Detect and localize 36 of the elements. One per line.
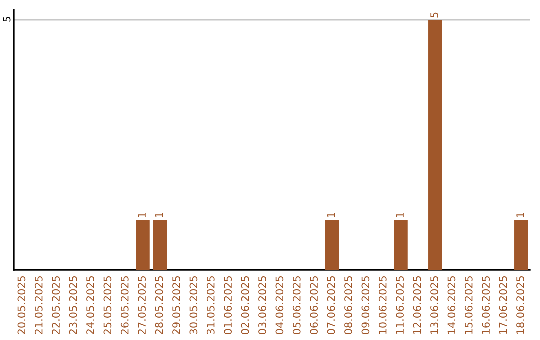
data-label: 1 xyxy=(516,212,524,218)
x-tick-label: 29.05.2025 xyxy=(172,276,180,334)
data-label: 1 xyxy=(327,212,336,218)
x-tick-label: 13.06.2025 xyxy=(430,276,438,334)
x-tick-label: 17.06.2025 xyxy=(499,276,508,334)
x-tick-label: 15.06.2025 xyxy=(464,276,473,334)
x-tick-label: 01.06.2025 xyxy=(224,276,232,335)
x-tick-label: 16.06.2025 xyxy=(482,276,490,334)
data-label: 1 xyxy=(155,212,164,218)
x-tick-label: 06.06.2025 xyxy=(310,276,318,335)
data-label: 1 xyxy=(396,212,404,218)
x-tick-label: 08.06.2025 xyxy=(344,276,352,335)
x-tick-label: 23.05.2025 xyxy=(69,276,78,334)
x-tick-label: 07.06.2025 xyxy=(327,276,336,335)
x-tick-label: 14.06.2025 xyxy=(448,276,456,334)
x-tick-label: 28.05.2025 xyxy=(155,276,164,334)
x-tick-label: 03.06.2025 xyxy=(258,276,266,335)
x-tick-label: 31.05.2025 xyxy=(206,276,215,334)
x-tick-label: 09.06.2025 xyxy=(362,276,370,335)
x-tick-label: 05.06.2025 xyxy=(292,276,301,335)
x-tick-label: 26.05.2025 xyxy=(120,276,129,334)
x-tick-label: 21.05.2025 xyxy=(34,276,43,334)
x-tick-label: 24.05.2025 xyxy=(86,276,94,334)
x-tick-label: 02.06.2025 xyxy=(241,276,250,335)
x-tick-label: 04.06.2025 xyxy=(276,276,284,335)
x-tick-label: 11.06.2025 xyxy=(396,276,404,334)
x-tick-label: 25.05.2025 xyxy=(104,276,112,334)
x-tick-label: 27.05.2025 xyxy=(138,276,146,334)
x-tick-label: 20.05.2025 xyxy=(18,276,26,334)
data-label: 5 xyxy=(430,12,438,18)
data-label: 1 xyxy=(138,212,146,218)
x-tick-label: 18.06.2025 xyxy=(516,276,524,334)
x-tick-label: 30.05.2025 xyxy=(190,276,198,334)
x-tick-label: 10.06.2025 xyxy=(378,276,387,334)
x-tick-label: 12.06.2025 xyxy=(413,276,422,334)
x-tick-label: 22.05.2025 xyxy=(52,276,60,334)
